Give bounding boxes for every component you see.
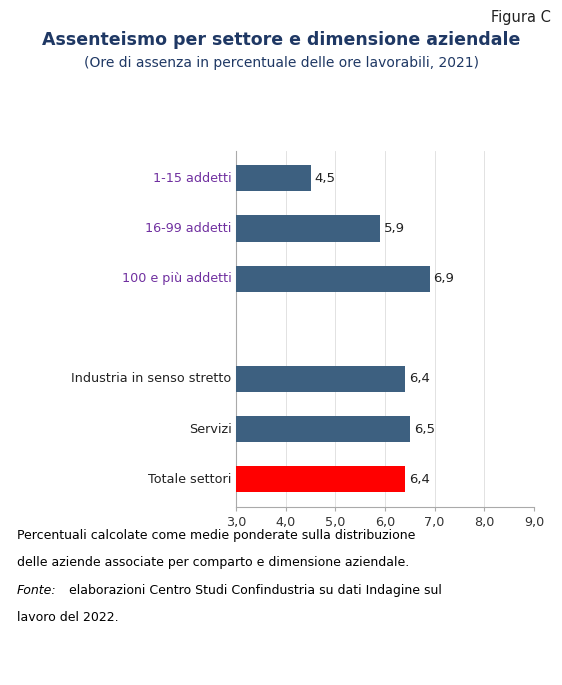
Bar [236,266,429,292]
Text: 16-99 addetti: 16-99 addetti [145,222,232,235]
Text: Assenteismo per settore e dimensione aziendale: Assenteismo per settore e dimensione azi… [42,31,520,49]
Text: 100 e più addetti: 100 e più addetti [122,272,232,285]
Text: 6,4: 6,4 [409,373,430,386]
Bar [236,416,410,443]
Bar [236,215,380,242]
Text: Figura C: Figura C [491,10,551,25]
Text: (Ore di assenza in percentuale delle ore lavorabili, 2021): (Ore di assenza in percentuale delle ore… [84,56,478,70]
Bar [236,466,405,493]
Text: elaborazioni Centro Studi Confindustria su dati Indagine sul: elaborazioni Centro Studi Confindustria … [65,584,442,597]
Bar [236,366,405,392]
Text: 4,5: 4,5 [315,172,336,185]
Text: Percentuali calcolate come medie ponderate sulla distribuzione: Percentuali calcolate come medie pondera… [17,529,415,542]
Text: 5,9: 5,9 [384,222,405,235]
Text: Totale settori: Totale settori [148,473,232,486]
Text: 6,5: 6,5 [414,423,435,436]
Text: Servizi: Servizi [189,423,232,436]
Bar [236,165,310,191]
Text: 1-15 addetti: 1-15 addetti [153,172,232,185]
Text: Industria in senso stretto: Industria in senso stretto [71,373,232,386]
Text: 6,4: 6,4 [409,473,430,486]
Text: Fonte:: Fonte: [17,584,57,597]
Text: lavoro del 2022.: lavoro del 2022. [17,611,119,624]
Text: 6,9: 6,9 [434,272,455,285]
Text: delle aziende associate per comparto e dimensione aziendale.: delle aziende associate per comparto e d… [17,556,409,569]
